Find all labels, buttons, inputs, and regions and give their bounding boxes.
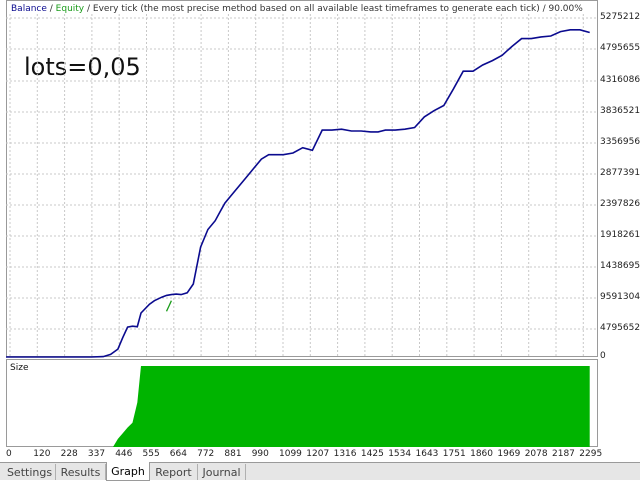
x-tick-label: 1534	[388, 449, 412, 459]
x-tick-label: 228	[60, 449, 78, 459]
tab-bar: Settings Results Graph Report Journal	[0, 462, 640, 481]
size-label: Size	[10, 363, 29, 373]
y-tick-label: 5275212	[600, 12, 640, 22]
tab-results[interactable]: Results	[56, 464, 106, 480]
equity-series-line	[165, 300, 172, 312]
x-tick-label: 2078	[524, 449, 548, 459]
tab-settings[interactable]: Settings	[4, 464, 56, 480]
x-tick-label: 555	[142, 449, 160, 459]
x-tick-label: 2295	[579, 449, 603, 459]
test-description: / Every tick (the most precise method ba…	[84, 4, 583, 14]
lots-annotation: lots=0,05	[24, 53, 141, 81]
size-area	[6, 366, 590, 447]
x-tick-label: 1425	[360, 449, 384, 459]
x-tick-label: 881	[224, 449, 242, 459]
chart-graphics	[6, 14, 597, 447]
x-tick-label: 337	[87, 449, 106, 459]
x-tick-label: 1860	[470, 449, 493, 459]
y-tick-label: 9591304	[600, 292, 640, 302]
x-tick-label: 120	[33, 449, 51, 459]
x-tick-label: 1316	[333, 449, 357, 459]
equity-legend: Equity	[55, 4, 85, 14]
x-tick-label: 1969	[497, 449, 521, 459]
tab-report[interactable]: Report	[150, 464, 198, 480]
x-tick-label: 1643	[415, 449, 439, 459]
x-tick-label: 1207	[306, 449, 330, 459]
y-tick-label: 2397826	[600, 199, 640, 209]
x-tick-label: 0	[6, 449, 12, 459]
x-tick-label: 990	[251, 449, 269, 459]
y-tick-label: 3356956	[600, 137, 640, 147]
tab-journal[interactable]: Journal	[198, 464, 246, 480]
y-tick-label: 3836521	[600, 106, 640, 116]
y-tick-label: 0	[600, 351, 606, 361]
y-tick-label: 1918261	[600, 230, 640, 240]
chart-header: Balance / Equity / Every tick (the most …	[11, 4, 583, 14]
x-tick-label: 1751	[442, 449, 466, 459]
y-tick-label: 1438695	[600, 261, 640, 271]
y-tick-label: 2877391	[600, 168, 640, 178]
y-tick-label: 4795652	[600, 323, 640, 333]
balance-series-line	[6, 28, 590, 358]
y-tick-label: 4316086	[600, 75, 640, 85]
x-tick-label: 1099	[279, 449, 302, 459]
x-tick-label: 446	[115, 449, 133, 459]
tab-graph[interactable]: Graph	[106, 462, 150, 481]
balance-legend: Balance	[11, 4, 47, 14]
x-tick-label: 772	[197, 449, 215, 459]
x-tick-label: 2187	[552, 449, 575, 459]
y-tick-label: 4795655	[600, 43, 640, 53]
x-tick-label: 664	[169, 449, 187, 459]
